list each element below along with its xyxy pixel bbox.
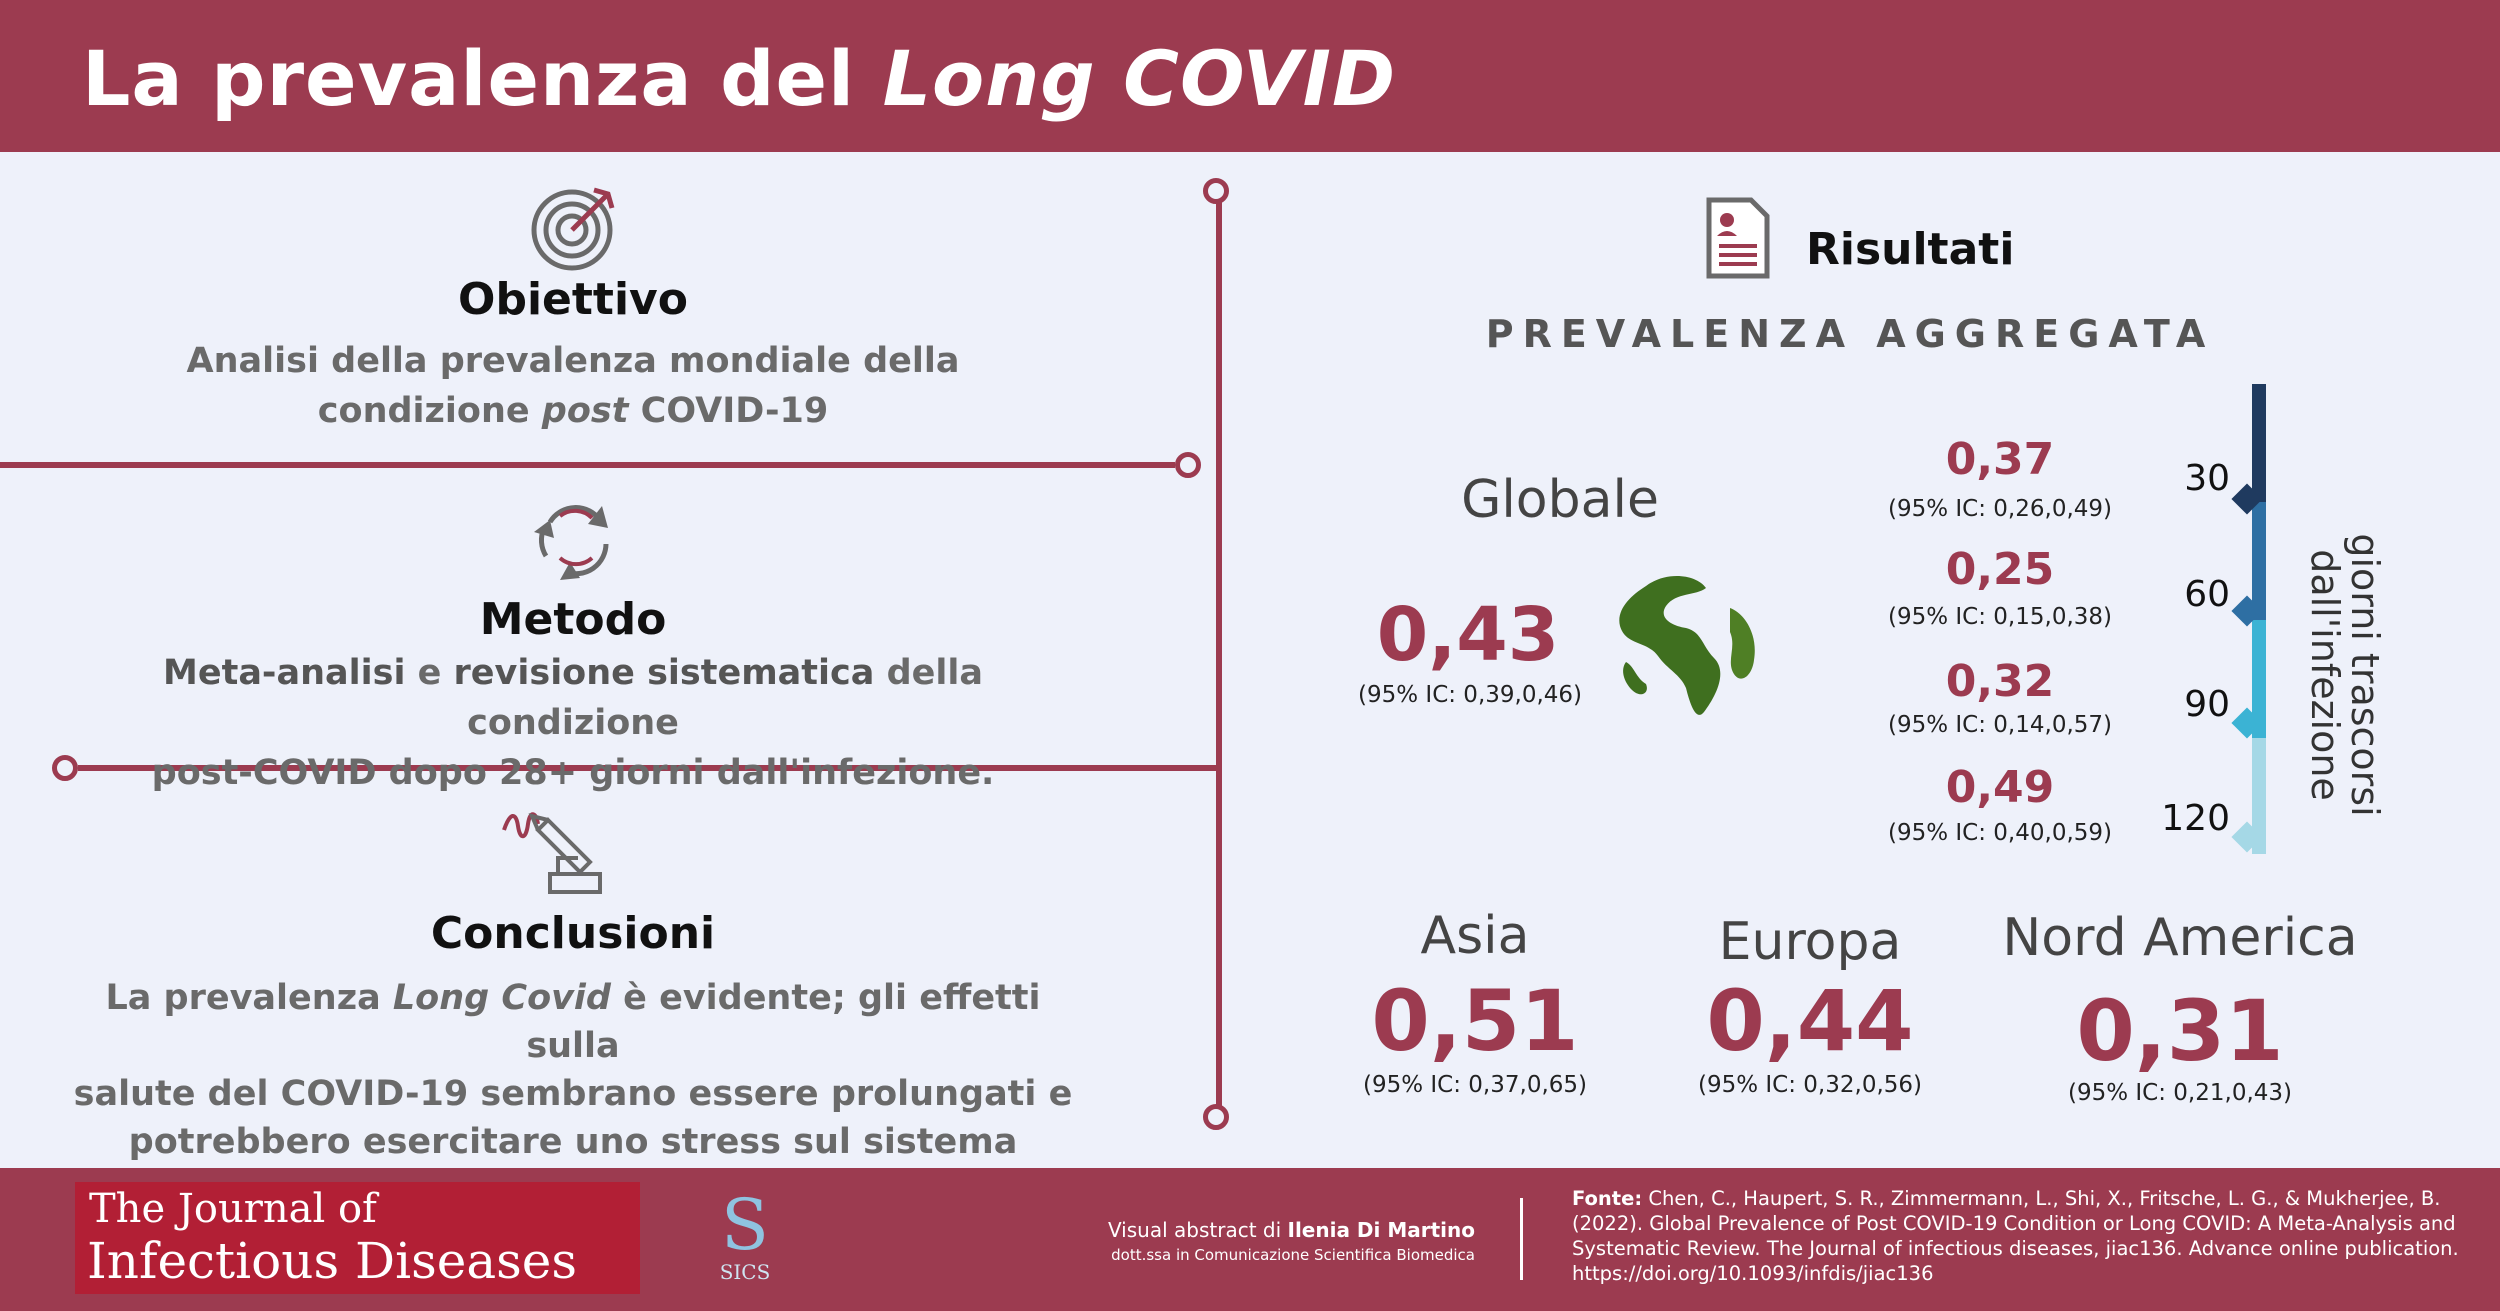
region-value-nord-america: 0,31 xyxy=(2076,982,2284,1080)
page-title: La prevalenza del Long COVID xyxy=(82,34,1397,123)
region-name-europa: Europa xyxy=(1718,912,1902,972)
divider-line-2 xyxy=(78,765,1218,771)
journal-logo-line-1: The Journal of xyxy=(89,1186,377,1232)
region-name-nord-america: Nord America xyxy=(2002,908,2358,968)
day-label-90: 90 xyxy=(2184,684,2230,725)
conclusioni-title: Conclusioni xyxy=(430,908,716,959)
obiettivo-text: Analisi della prevalenza mondiale della … xyxy=(73,336,1073,436)
target-icon xyxy=(530,182,620,272)
timeline-vertical-line xyxy=(1216,190,1222,1115)
day-ci-90: (95% IC: 0,14,0,57) xyxy=(1887,712,2112,738)
metodo-text: Meta-analisi e revisione sistematica del… xyxy=(73,648,1073,798)
days-color-bar xyxy=(2252,384,2266,854)
conclusioni-text: La prevalenza Long Covid è evidente; gli… xyxy=(73,974,1073,1214)
divider-dot-1 xyxy=(1175,452,1201,478)
source-line-3: Systematic Review. The Journal of infect… xyxy=(1572,1237,2459,1260)
obiettivo-line-1: Analisi della prevalenza mondiale della xyxy=(186,341,960,381)
timeline-dot-bottom xyxy=(1203,1104,1229,1130)
results-subtitle: PREVALENZA AGGREGATA xyxy=(1485,312,2215,356)
region-ci-asia: (95% IC: 0,37,0,65) xyxy=(1362,1072,1587,1098)
divider-line-1 xyxy=(0,462,1175,468)
source-line-2: (2022). Global Prevalence of Post COVID-… xyxy=(1572,1212,2456,1235)
cycle-icon xyxy=(530,492,620,582)
global-label: Globale xyxy=(1461,470,1659,530)
day-ci-30: (95% IC: 0,26,0,49) xyxy=(1887,496,2112,522)
source-citation: Fonte: Chen, C., Haupert, S. R., Zimmerm… xyxy=(1572,1186,2482,1286)
metodo-line-1: Meta-analisi e revisione sistematica del… xyxy=(163,653,983,743)
days-axis-label: giorni trascorsi dall'infezione xyxy=(2275,435,2387,915)
day-value-120: 0,49 xyxy=(1945,762,2055,813)
day-ci-60: (95% IC: 0,15,0,38) xyxy=(1887,604,2112,630)
day-segment-90 xyxy=(2252,620,2266,738)
conclusioni-line-2: salute del COVID-19 sembrano essere prol… xyxy=(73,1074,1073,1114)
day-value-90: 0,32 xyxy=(1945,656,2055,707)
globe-icon xyxy=(1606,566,1776,731)
journal-logo: The Journal of Infectious Diseases xyxy=(75,1182,640,1294)
journal-logo-line-2: Infectious Diseases xyxy=(87,1232,578,1290)
sics-logo: S SICS xyxy=(700,1190,790,1300)
metodo-line-2: post-COVID dopo 28+ giorni dall'infezion… xyxy=(151,753,995,793)
document-icon xyxy=(1705,196,1771,280)
sics-logo-letter: S xyxy=(721,1184,769,1266)
footer-divider xyxy=(1520,1198,1523,1280)
day-label-60: 60 xyxy=(2184,574,2230,615)
day-label-120: 120 xyxy=(2161,798,2230,839)
global-value: 0,43 xyxy=(1376,592,1560,678)
day-segment-120 xyxy=(2252,738,2266,854)
conclusioni-line-1: La prevalenza Long Covid è evidente; gli… xyxy=(105,978,1041,1066)
region-value-europa: 0,44 xyxy=(1706,972,1914,1070)
obiettivo-title: Obiettivo xyxy=(458,274,688,325)
day-value-30: 0,37 xyxy=(1945,434,2055,485)
obiettivo-line-2: condizione post COVID-19 xyxy=(317,391,829,431)
global-ci: (95% IC: 0,39,0,46) xyxy=(1358,682,1583,708)
days-axis-label-line-1: giorni trascorsi xyxy=(2343,533,2387,817)
pen-hand-icon xyxy=(498,800,618,900)
day-label-30: 30 xyxy=(2184,458,2230,499)
sics-logo-text: SICS xyxy=(719,1260,771,1284)
header-bar xyxy=(0,0,2500,152)
credit-block: Visual abstract di Ilenia Di Martino dot… xyxy=(1000,1218,1475,1264)
source-line-4: https://doi.org/10.1093/infdis/jiac136 xyxy=(1572,1262,1934,1285)
region-name-asia: Asia xyxy=(1420,906,1530,966)
timeline-dot-top xyxy=(1203,178,1229,204)
day-ci-120: (95% IC: 0,40,0,59) xyxy=(1887,820,2112,846)
source-line-1: Fonte: Chen, C., Haupert, S. R., Zimmerm… xyxy=(1572,1187,2441,1210)
metodo-title: Metodo xyxy=(479,594,667,645)
day-value-60: 0,25 xyxy=(1945,544,2055,595)
day-segment-30 xyxy=(2252,384,2266,502)
divider-dot-2 xyxy=(52,755,78,781)
day-segment-60 xyxy=(2252,502,2266,620)
region-ci-europa: (95% IC: 0,32,0,56) xyxy=(1697,1072,1922,1098)
region-value-asia: 0,51 xyxy=(1371,972,1579,1070)
credit-line: Visual abstract di Ilenia Di Martino xyxy=(1107,1218,1475,1242)
credit-role: dott.ssa in Comunicazione Scientifica Bi… xyxy=(1111,1246,1475,1264)
days-axis-label-line-2: dall'infezione xyxy=(2303,549,2347,801)
region-ci-nord-america: (95% IC: 0,21,0,43) xyxy=(2067,1080,2292,1106)
results-title: Risultati xyxy=(1806,224,2015,275)
